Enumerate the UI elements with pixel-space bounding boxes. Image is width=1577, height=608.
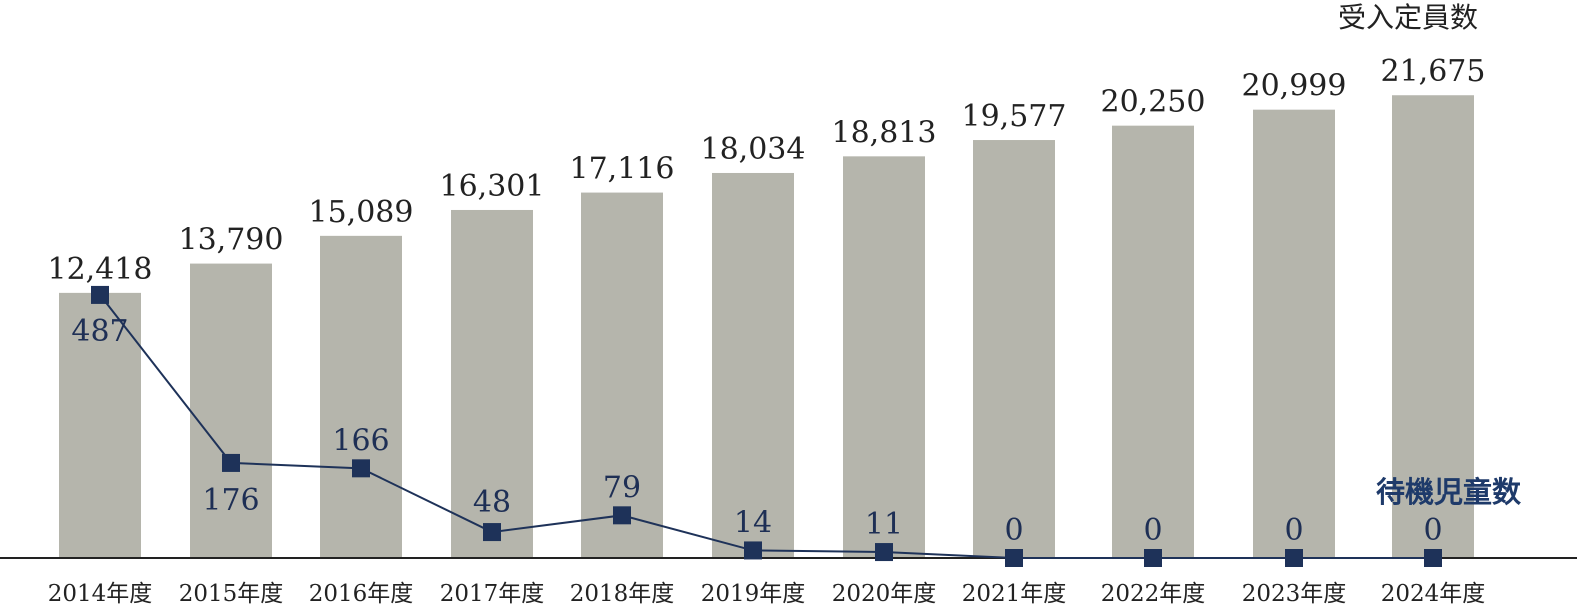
line-value-label: 11 — [865, 507, 903, 542]
bar-2021年度 — [973, 140, 1055, 558]
x-tick-label: 2018年度 — [570, 581, 675, 607]
line-series-title: 待機児童数 — [1376, 475, 1522, 509]
bar-value-label: 18,034 — [701, 132, 806, 167]
bar-series-title: 受入定員数 — [1338, 1, 1478, 34]
label-layer: 12,418 13,790 15,089 16,301 17,116 18,034 18,8… — [48, 54, 1486, 607]
bar-value-label: 20,999 — [1242, 69, 1347, 104]
line-value-label: 176 — [202, 483, 259, 518]
bar-value-label: 20,250 — [1101, 85, 1206, 120]
bar-value-label: 15,089 — [309, 195, 414, 230]
bar-2020年度 — [843, 156, 925, 558]
line-marker-2020年度 — [875, 543, 893, 562]
x-tick-label: 2019年度 — [701, 581, 806, 607]
line-marker-2018年度 — [613, 506, 631, 525]
line-value-label: 0 — [1143, 513, 1162, 548]
bar-2014年度 — [59, 292, 141, 558]
x-tick-label: 2022年度 — [1101, 581, 1206, 607]
line-value-label: 487 — [71, 314, 128, 349]
line-marker-2021年度 — [1005, 549, 1023, 567]
bar-value-label: 13,790 — [179, 223, 284, 258]
bar-value-label: 19,577 — [962, 99, 1067, 134]
bar-2017年度 — [451, 209, 533, 559]
line-marker-2024年度 — [1424, 549, 1442, 567]
bar-value-label: 21,675 — [1381, 54, 1486, 89]
bars-layer — [59, 95, 1474, 559]
bar-value-label: 12,418 — [48, 252, 153, 287]
bar-2019年度 — [712, 172, 794, 558]
x-tick-label: 2016年度 — [309, 581, 414, 607]
bar-2022年度 — [1112, 125, 1194, 558]
line-value-label: 14 — [734, 505, 772, 540]
line-marker-2015年度 — [222, 453, 240, 472]
x-tick-label: 2020年度 — [832, 581, 937, 607]
bar-2018年度 — [581, 192, 663, 558]
bar-2016年度 — [320, 235, 402, 558]
line-value-label: 0 — [1423, 513, 1442, 548]
x-tick-label: 2021年度 — [962, 581, 1067, 607]
line-marker-2014年度 — [91, 285, 109, 304]
bar-value-label: 16,301 — [440, 169, 545, 204]
x-tick-label: 2015年度 — [179, 581, 284, 607]
line-marker-2023年度 — [1285, 549, 1303, 567]
line-value-label: 79 — [603, 470, 641, 505]
line-value-label: 0 — [1284, 513, 1303, 548]
line-value-label: 48 — [473, 485, 511, 520]
x-tick-label: 2017年度 — [440, 581, 545, 607]
line-marker-2022年度 — [1144, 549, 1162, 567]
bar-2015年度 — [190, 263, 272, 558]
bar-2023年度 — [1253, 109, 1335, 558]
bar-2024年度 — [1392, 95, 1474, 559]
line-layer — [91, 285, 1442, 567]
x-tick-label: 2014年度 — [48, 581, 153, 607]
line-value-label: 166 — [332, 423, 389, 458]
line-marker-2016年度 — [352, 459, 370, 478]
line-marker-2019年度 — [744, 541, 762, 560]
line-value-label: 0 — [1004, 513, 1023, 548]
line-marker-2017年度 — [483, 523, 501, 542]
bar-value-label: 17,116 — [570, 152, 675, 187]
x-tick-label: 2024年度 — [1381, 581, 1486, 607]
bar-value-label: 18,813 — [832, 115, 937, 150]
x-tick-label: 2023年度 — [1242, 581, 1347, 607]
